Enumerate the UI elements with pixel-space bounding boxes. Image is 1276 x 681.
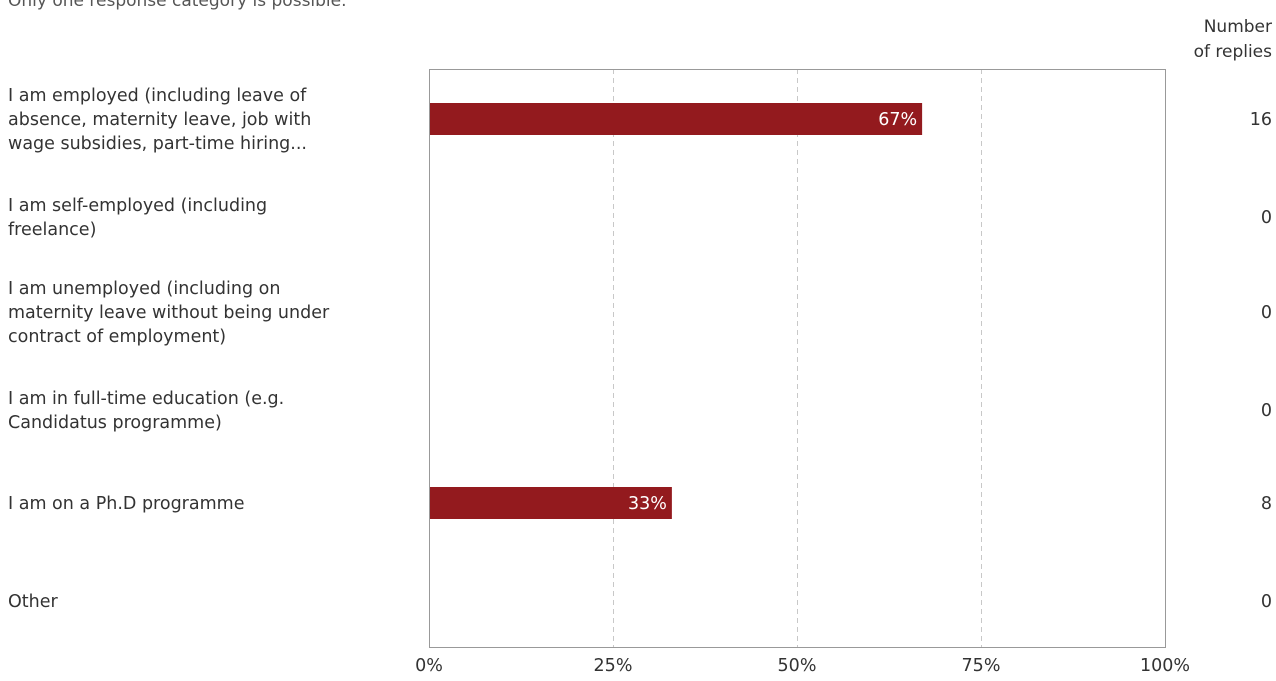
category-label-line: I am employed (including leave of	[8, 86, 307, 106]
chart-subtitle: Only one response category is possible.	[8, 0, 347, 11]
count-header-line-1: Number	[1203, 17, 1272, 37]
x-tick-label: 25%	[594, 656, 633, 676]
category-label-line: maternity leave without being under	[8, 303, 330, 323]
reply-count: 0	[1261, 401, 1272, 421]
bar	[429, 487, 672, 519]
x-tick-label: 100%	[1140, 656, 1190, 676]
reply-counts: 16 0 0 0 8 0	[1250, 110, 1272, 612]
reply-count: 8	[1261, 494, 1272, 514]
category-label: I am unemployed (including on maternity l…	[8, 279, 330, 347]
reply-count: 0	[1261, 592, 1272, 612]
bars: 67% 33%	[429, 103, 923, 519]
count-column-header: Number of replies	[1132, 15, 1272, 65]
category-label-line: freelance)	[8, 220, 96, 240]
category-label: I am employed (including leave of absence…	[8, 86, 311, 154]
reply-count: 0	[1261, 208, 1272, 228]
bar	[429, 103, 923, 135]
category-label-line: I am on a Ph.D programme	[8, 494, 244, 514]
x-axis-tick-labels: 0% 25% 50% 75% 100%	[415, 656, 1190, 676]
category-label-line: contract of employment)	[8, 327, 226, 347]
category-label-line: I am in full-time education (e.g.	[8, 389, 284, 409]
category-label-line: I am self-employed (including	[8, 196, 267, 216]
grid-lines	[613, 69, 982, 647]
x-tick-label: 0%	[415, 656, 443, 676]
reply-count: 16	[1250, 110, 1272, 130]
category-label: Other	[8, 592, 58, 612]
plot-frame	[429, 69, 1166, 648]
category-labels: I am employed (including leave of absence…	[8, 86, 330, 612]
reply-count: 0	[1261, 303, 1272, 323]
bar-value-label: 33%	[628, 494, 667, 514]
category-label-line: wage subsidies, part-time hiring...	[8, 134, 307, 154]
category-label-line: absence, maternity leave, job with	[8, 110, 311, 130]
category-label-line: Candidatus programme)	[8, 413, 222, 433]
category-label-line: Other	[8, 592, 58, 612]
x-tick-label: 75%	[962, 656, 1001, 676]
category-label: I am in full-time education (e.g. Candida…	[8, 389, 284, 433]
category-label-line: I am unemployed (including on	[8, 279, 280, 299]
category-label: I am self-employed (including freelance)	[8, 196, 267, 240]
count-header-line-2: of replies	[1193, 42, 1272, 62]
category-label: I am on a Ph.D programme	[8, 494, 244, 514]
x-tick-label: 50%	[778, 656, 817, 676]
bar-value-label: 67%	[878, 110, 917, 130]
